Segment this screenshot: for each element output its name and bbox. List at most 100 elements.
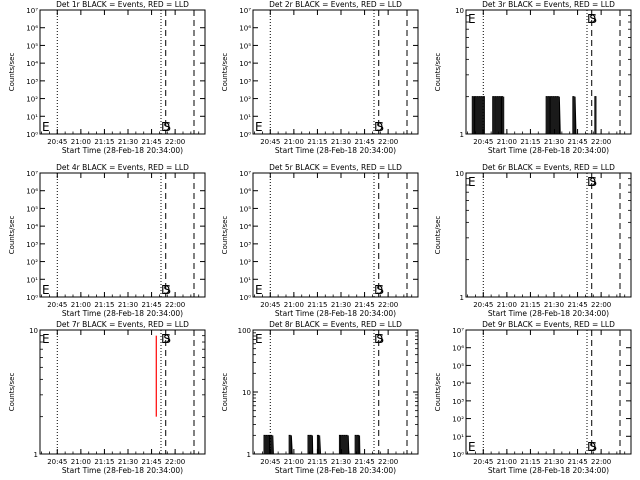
marker-D: D	[161, 332, 170, 346]
series-burst	[492, 96, 505, 135]
y-tick-label: 10⁶	[239, 25, 251, 33]
y-tick-label: 10³	[26, 241, 38, 249]
x-tick-label: 21:00	[71, 301, 91, 309]
x-tick-label: 20:45	[260, 138, 280, 146]
series-burst	[572, 96, 577, 135]
y-tick-label: 10⁵	[26, 205, 38, 213]
x-axis-label: Start Time (28-Feb-18 20:34:00)	[488, 146, 609, 155]
plot-frame	[39, 9, 206, 135]
y-tick-label: 10⁵	[239, 42, 251, 50]
x-tick-label: 21:45	[567, 301, 587, 309]
x-tick-label: 21:00	[284, 138, 304, 146]
plot-frame	[465, 172, 632, 298]
panel-title: Det 2r BLACK = Events, RED = LLD	[269, 0, 402, 9]
y-axis-label: Counts/sec	[434, 216, 442, 255]
x-tick-label: 21:00	[71, 138, 91, 146]
x-tick-label: 21:45	[567, 458, 587, 466]
x-tick-label: 21:45	[141, 301, 161, 309]
x-axis-label: Start Time (28-Feb-18 20:34:00)	[62, 309, 183, 318]
plot-frame	[252, 329, 419, 455]
marker-D: D	[587, 175, 596, 189]
x-tick-label: 21:00	[284, 301, 304, 309]
series-burst	[316, 434, 322, 455]
y-axis-label: Counts/sec	[221, 53, 229, 92]
y-tick-label: 10⁴	[26, 223, 38, 231]
x-tick-label: 21:45	[354, 138, 374, 146]
y-axis-label: Counts/sec	[434, 53, 442, 92]
x-tick-label: 21:30	[544, 138, 564, 146]
panel-det-1: Det 1r BLACK = Events, RED = LLD 10⁰ 10¹ 10…	[8, 0, 206, 155]
marker-S: S	[589, 175, 597, 189]
series-burst	[307, 434, 314, 455]
x-tick-label: 21:30	[118, 301, 138, 309]
y-tick-label: 1	[247, 451, 251, 459]
marker-D: D	[374, 332, 383, 346]
marker-D: D	[374, 283, 383, 297]
marker-S: S	[376, 120, 384, 134]
marker-E: E	[255, 283, 263, 297]
x-tick-label: 21:30	[118, 138, 138, 146]
y-tick-label: 10³	[239, 241, 251, 249]
x-tick-label: 21:15	[94, 458, 114, 466]
y-tick-label: 10⁴	[239, 223, 251, 231]
y-tick-label: 10³	[239, 78, 251, 86]
y-tick-label: 1	[34, 451, 38, 459]
marker-D: D	[374, 120, 383, 134]
marker-S: S	[589, 12, 597, 26]
x-tick-label: 22:00	[165, 458, 185, 466]
panel-title: Det 6r BLACK = Events, RED = LLD	[482, 163, 615, 172]
plot-frame	[465, 329, 632, 455]
y-tick-label: 10⁷	[239, 7, 251, 15]
y-axis-label: Counts/sec	[221, 216, 229, 255]
y-tick-label: 10²	[26, 96, 38, 104]
panel-title: Det 5r BLACK = Events, RED = LLD	[269, 163, 402, 172]
x-tick-label: 21:15	[520, 458, 540, 466]
series-burst	[338, 434, 350, 455]
x-tick-label: 22:00	[165, 138, 185, 146]
marker-S: S	[163, 120, 171, 134]
x-tick-label: 20:45	[260, 458, 280, 466]
plot-frame	[39, 329, 206, 455]
x-tick-label: 21:30	[331, 458, 351, 466]
y-tick-label: 10¹	[452, 433, 464, 441]
x-tick-label: 21:45	[141, 138, 161, 146]
series-burst	[545, 96, 561, 135]
y-tick-label: 10⁷	[452, 327, 464, 335]
x-axis-label: Start Time (28-Feb-18 20:34:00)	[488, 466, 609, 475]
x-tick-label: 21:15	[94, 301, 114, 309]
x-tick-label: 21:15	[307, 458, 327, 466]
x-tick-label: 21:00	[71, 458, 91, 466]
y-tick-label: 10¹	[239, 276, 251, 284]
plot-frame	[252, 9, 419, 135]
series-burst	[594, 96, 597, 135]
x-tick-label: 21:45	[141, 458, 161, 466]
x-tick-label: 22:00	[591, 301, 611, 309]
marker-E: E	[468, 175, 476, 189]
y-tick-label: 10	[29, 327, 38, 335]
y-tick-label: 10⁰	[239, 131, 251, 139]
marker-S: S	[376, 332, 384, 346]
panel-det-7: Det 7r BLACK = Events, RED = LLD 1 10 Count…	[8, 320, 206, 475]
panel-title: Det 8r BLACK = Events, RED = LLD	[269, 320, 402, 329]
x-tick-label: 21:30	[118, 458, 138, 466]
x-tick-label: 21:00	[497, 138, 517, 146]
y-tick-label: 10⁵	[452, 362, 464, 370]
y-tick-label: 1	[460, 131, 464, 139]
y-tick-label: 10²	[239, 96, 251, 104]
marker-S: S	[589, 440, 597, 454]
y-tick-label: 10³	[26, 78, 38, 86]
series-burst	[288, 434, 293, 455]
marker-D: D	[161, 120, 170, 134]
plot-frame	[252, 172, 419, 298]
panel-det-6: Det 6r BLACK = Events, RED = LLD 1 10 Count…	[434, 163, 632, 318]
x-tick-label: 21:45	[354, 458, 374, 466]
x-tick-label: 21:15	[94, 138, 114, 146]
y-tick-label: 10⁷	[239, 170, 251, 178]
y-tick-label: 10¹	[26, 276, 38, 284]
marker-S: S	[163, 283, 171, 297]
x-tick-label: 21:15	[520, 138, 540, 146]
panel-det-9: Det 9r BLACK = Events, RED = LLD 10⁰ 10¹ 10…	[434, 320, 632, 475]
y-tick-label: 10³	[452, 398, 464, 406]
x-axis-label: Start Time (28-Feb-18 20:34:00)	[275, 146, 396, 155]
marker-E: E	[255, 120, 263, 134]
